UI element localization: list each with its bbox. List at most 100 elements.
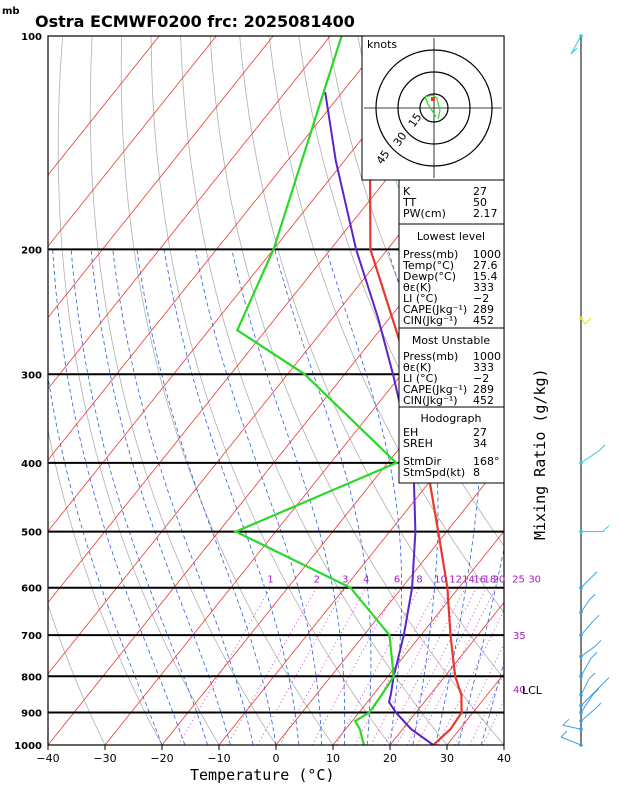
moist-adiabat [274,249,372,745]
storm-value: 168° [473,455,500,468]
pressure-tick-label: 700 [21,631,42,642]
mixing-ratio-line [384,587,466,745]
lowest-value: 27.6 [473,259,498,272]
unstable-label: Press(mb) [403,350,458,363]
mixing-ratio-line [370,587,453,745]
pressure-tick-label: 300 [21,370,42,381]
wind-barb [580,577,592,589]
lowest-label: LI (°C) [403,292,438,305]
dry-adiabat [120,36,334,745]
dry-adiabat [564,36,618,745]
chart-title: Ostra ECMWF0200 frc: 2025081400 [35,12,355,31]
index-label: K [403,185,411,198]
unstable-value: 452 [473,394,494,407]
isotherm [275,459,504,745]
dry-adiabat [594,36,618,745]
lowest-value: 289 [473,303,494,316]
mixing-ratio-label: 2 [314,575,320,586]
isotherm [332,530,504,745]
wind-barb [580,646,596,657]
mixing-ratio-label: 35 [513,631,526,642]
moist-adiabat [231,249,346,745]
x-tick-label: −20 [150,752,173,765]
x-tick-label: 10 [326,752,340,765]
isotherm [48,36,217,247]
x-axis-title: Temperature (°C) [190,766,335,784]
mixing-ratio-axis-title: Mixing Ratio (g/kg) [531,368,549,540]
isotherm [48,36,160,176]
wind-barb [580,694,594,713]
unstable-label: LI (°C) [403,372,438,385]
mixing-ratio-label: 1 [267,575,273,586]
isotherm [389,601,504,745]
lowest-label: Press(mb) [403,248,458,261]
lowest-label: θε(K) [403,281,431,294]
mixing-ratio-line [279,587,367,745]
x-tick-label: 40 [497,752,511,765]
moist-adiabat [195,249,322,745]
mixing-ratio-line [178,587,271,745]
storm-value: 8 [473,466,480,479]
lowest-level-heading: Lowest level [417,230,485,243]
wind-barb-flag [560,730,568,738]
hodograph-trace [424,94,441,120]
wind-barb [580,450,600,464]
dry-adiabat [89,36,277,745]
x-tick-label: −10 [207,752,230,765]
dry-adiabat [150,36,391,745]
index-value: 50 [473,196,487,209]
units-label: mb [2,6,20,17]
moist-adiabat [90,249,231,745]
x-tick-label: −30 [93,752,116,765]
lowest-value: 15.4 [473,270,498,283]
isotherm [48,36,388,461]
mixing-ratio-label: 30 [528,575,541,586]
storm-motion-marker [431,97,435,101]
unstable-label: CAPE(Jkg⁻¹) [403,383,467,396]
moist-adiabat [480,660,504,745]
mixing-ratio-label: 16 [473,575,486,586]
wind-barb-flag [562,718,570,726]
pressure-tick-label: 500 [21,528,42,539]
dry-adiabat [209,36,504,745]
lowest-label: CIN(Jkg⁻¹) [403,314,458,327]
wind-barb-flag [590,571,598,579]
unstable-label: θε(K) [403,361,431,374]
mixing-ratio-label: 25 [512,575,525,586]
mixing-ratio-label: 14 [462,575,475,586]
wind-barb-flag [584,317,592,325]
mixing-ratio-label: 12 [449,575,462,586]
hodograph-heading: Hodograph [421,412,482,425]
pressure-tick-label: 200 [21,245,42,256]
hodo-label: SREH [403,437,433,450]
dewpoint-line [233,36,399,745]
most-unstable-heading: Most Unstable [412,334,491,347]
lowest-value: 452 [473,314,494,327]
mixing-ratio-line [256,587,346,745]
x-tick-label: 0 [273,752,280,765]
index-value: 2.17 [473,207,498,220]
pressure-tick-label: 900 [21,709,42,720]
index-label: PW(cm) [403,207,446,220]
wind-barb [562,724,582,730]
lowest-value: −2 [473,292,489,305]
wind-barb-flag [592,688,600,695]
wind-barb-flag [570,47,578,55]
mixing-ratio-40-label: 40 [513,685,526,696]
unstable-value: 289 [473,383,494,396]
temperature-line [368,36,463,745]
dry-adiabat [298,36,504,547]
hodo-label: EH [403,426,418,439]
wind-barb-flag [590,651,598,659]
indices-table: K 27 TT 50 PW(cm) 2.17 Lowest level Press(mb) 10… [398,179,505,484]
moist-adiabat [52,249,186,745]
wind-barb-flag [602,677,610,684]
pressure-tick-label: 1000 [14,741,42,752]
parcel-path-line [324,91,434,745]
storm-label: StmSpd(kt) [403,466,465,479]
moist-adiabat [387,249,439,745]
hodograph: knots 15 30 45 [361,35,505,181]
mixing-ratio-label: 4 [363,575,369,586]
wind-barb [580,600,590,613]
